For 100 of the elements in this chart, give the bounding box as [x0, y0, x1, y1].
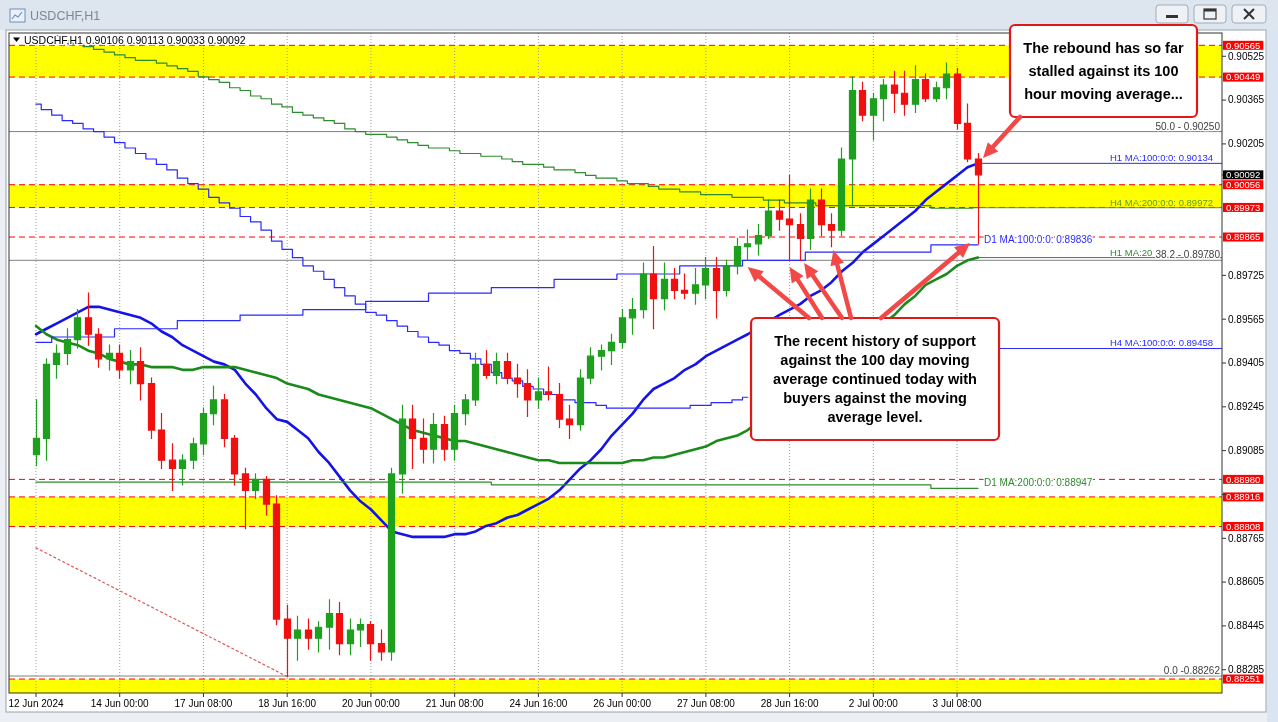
x-tick-label: 21 Jun 08:00 [425, 698, 485, 709]
y-tick-label: 0.89405 [1228, 357, 1265, 369]
candlestick [911, 65, 920, 114]
candlestick [241, 467, 250, 530]
x-tick-label: 24 Jun 16:00 [509, 698, 568, 709]
candlestick [743, 229, 752, 261]
y-tick-label: 0.88765 [1228, 532, 1265, 544]
candlestick [251, 473, 260, 500]
candlestick [42, 358, 51, 461]
candlestick [293, 615, 302, 661]
y-tick-label: 0.89245 [1228, 401, 1265, 413]
annotation: 50.0 - 0.90250 [1155, 120, 1221, 132]
candlestick [105, 344, 114, 371]
y-tick-label: 0.90525 [1228, 50, 1265, 62]
candlestick [503, 352, 512, 385]
candlestick [230, 434, 239, 486]
ref-line-label: 0.90449 [1226, 71, 1261, 83]
candlestick [199, 407, 208, 456]
candlestick [482, 350, 491, 379]
ref-line-label: 0.88916 [1226, 491, 1261, 503]
candlestick [440, 415, 449, 461]
candlestick [680, 273, 689, 300]
candlestick [492, 352, 501, 385]
candlestick [712, 256, 721, 319]
series-label: D1 MA:200:0:0: 0.88947 [984, 477, 1093, 489]
candlestick [32, 399, 41, 467]
candlestick [523, 369, 532, 417]
candlestick [419, 418, 428, 464]
candlestick [649, 246, 658, 330]
candlestick [848, 76, 857, 207]
candlestick [136, 347, 145, 401]
x-tick-label: 26 Jun 00:00 [593, 698, 652, 709]
candlestick [366, 621, 375, 661]
candlestick [209, 385, 218, 426]
y-tick-label: 0.89565 [1228, 313, 1265, 325]
candlestick [618, 309, 627, 349]
chart-title: USDCHF,H1 [30, 9, 101, 23]
candlestick [346, 618, 355, 656]
candlestick [764, 199, 773, 239]
candlestick [377, 629, 386, 661]
x-tick-label: 28 Jun 16:00 [760, 698, 819, 709]
y-tick-label: 0.90365 [1228, 94, 1265, 106]
candlestick [335, 602, 344, 656]
candlestick [189, 437, 198, 470]
x-tick-label: 20 Jun 00:00 [342, 698, 401, 709]
text: The rebound has so far stalled against its 100 hour moving average... [1023, 40, 1185, 102]
candlestick [84, 292, 93, 346]
candlestick [304, 618, 313, 650]
candlestick [754, 224, 763, 256]
candlestick [670, 267, 679, 300]
candlestick [471, 352, 480, 407]
candlestick [974, 152, 983, 245]
candlestick [701, 256, 710, 300]
candlestick [837, 147, 846, 237]
x-tick-label: 18 Jun 16:00 [258, 698, 317, 709]
candlestick [691, 267, 700, 305]
candlestick [94, 328, 103, 368]
candlestick [806, 188, 815, 250]
candlestick [900, 70, 909, 116]
ref-line-label: 0.88251 [1226, 673, 1261, 685]
y-tick-label: 0.90092 [1226, 169, 1261, 181]
candlestick [722, 259, 731, 297]
candlestick [827, 213, 836, 248]
candlestick [607, 333, 616, 365]
y-tick-label: 0.88605 [1228, 576, 1265, 588]
candlestick [513, 363, 522, 398]
x-tick-label: 27 Jun 08:00 [676, 698, 736, 709]
candlestick [461, 393, 470, 426]
annotation: The recent history of support against the 100 day moving average continued today with buyers against the moving average level. [773, 333, 977, 425]
x-tick-label: 2 Jul 00:00 [848, 698, 899, 709]
ref-line-label: H1 MA:100:0:0: 0.90134 [1110, 152, 1213, 164]
candlestick [785, 174, 794, 261]
y-tick-label: 0.90205 [1228, 138, 1265, 150]
x-tick-label: 17 Jun 08:00 [174, 698, 233, 709]
x-tick-label: 12 Jun 2024 [8, 698, 64, 709]
candlestick [639, 262, 648, 319]
candlestick [387, 467, 396, 661]
candlestick [325, 599, 334, 650]
candlestick [817, 188, 826, 237]
ref-line-label: 0.90565 [1226, 39, 1261, 51]
candlestick [890, 70, 899, 114]
candlestick [73, 309, 82, 349]
candlestick [963, 103, 972, 163]
candlestick [733, 237, 742, 275]
ref-line-label: H4 MA:200:0:0: 0.89972 [1110, 196, 1213, 208]
x-tick-label: 14 Jun 00:00 [90, 698, 150, 709]
ref-line-label: 0.88980 [1226, 473, 1261, 485]
candlestick [147, 377, 156, 439]
candlestick [220, 393, 229, 448]
candlestick [921, 73, 930, 103]
candlestick [586, 347, 595, 385]
ref-line-label: 0.90056 [1226, 178, 1261, 190]
candlestick [796, 213, 805, 261]
candlestick [408, 404, 417, 470]
y-tick-label: 0.89725 [1228, 269, 1265, 281]
candlestick [314, 621, 323, 653]
candlestick [429, 413, 438, 464]
candlestick [115, 344, 124, 379]
candlestick [52, 344, 61, 379]
candlestick [168, 443, 177, 491]
